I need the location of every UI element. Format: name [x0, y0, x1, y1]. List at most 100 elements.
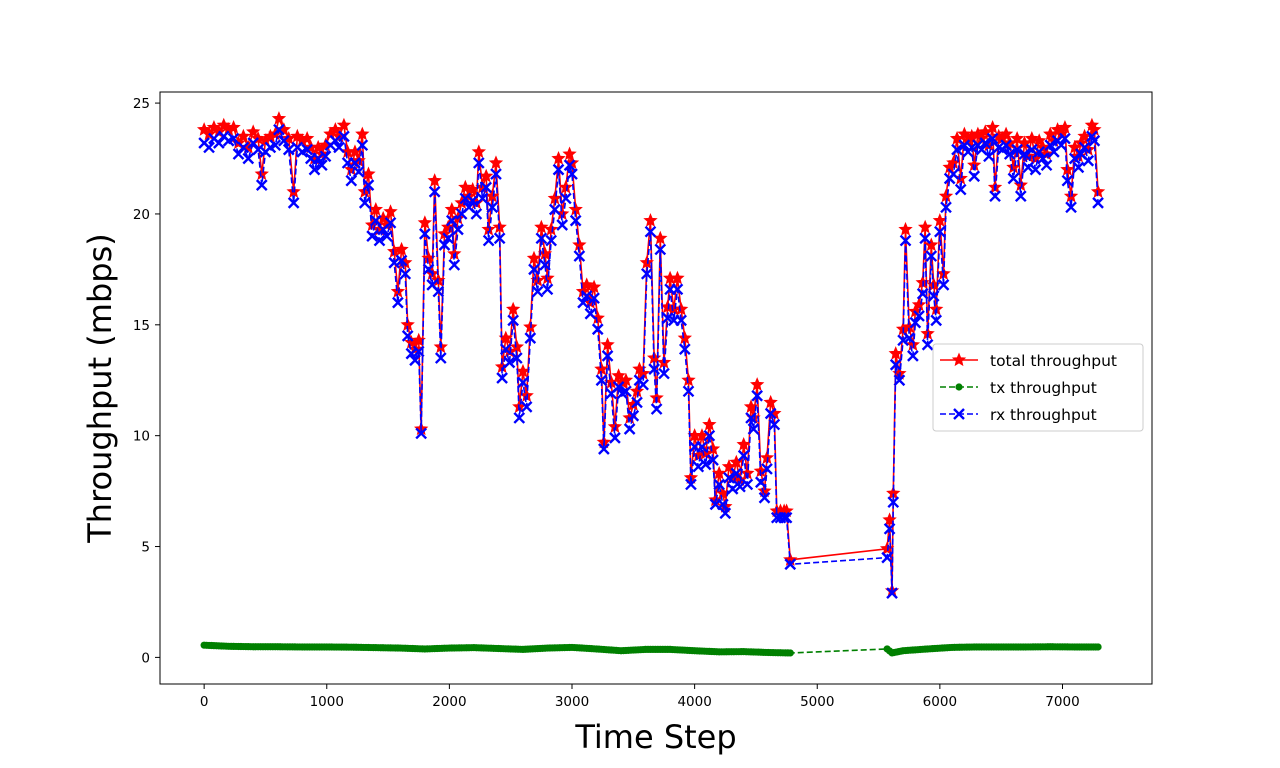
rx-throughput-point [741, 478, 754, 491]
rx-throughput-point [1033, 146, 1046, 158]
total-throughput-point [515, 363, 531, 378]
total-throughput-point [917, 219, 933, 234]
rx-throughput-point [620, 385, 632, 398]
rx-throughput-point [541, 283, 554, 296]
rx-throughput-point [640, 267, 653, 280]
rx-throughput-point [517, 376, 529, 389]
rx-throughput-point [366, 230, 378, 242]
rx-throughput-point [761, 463, 773, 475]
total-throughput-point [417, 215, 433, 229]
rx-throughput-point [577, 296, 589, 309]
total-throughput-point [347, 144, 363, 158]
rx-throughput-point [696, 440, 708, 453]
total-throughput-point [254, 166, 269, 181]
rx-throughput-point [1014, 190, 1027, 203]
rx-throughput-point [713, 478, 725, 491]
total-throughput-point [427, 173, 442, 187]
rx-throughput-point [513, 412, 526, 424]
rx-throughput-point [493, 232, 506, 245]
rx-throughput-point [650, 403, 663, 415]
rx-throughput-point [930, 314, 943, 327]
rx-throughput-point [737, 449, 750, 462]
total-throughput-point [271, 111, 287, 125]
rx-throughput-point [499, 343, 512, 356]
rx-throughput-point [566, 168, 578, 180]
rx-throughput-point [247, 137, 260, 149]
rx-throughput-point [658, 367, 670, 380]
rx-throughput-point [595, 374, 608, 387]
rx-throughput-point [909, 316, 922, 329]
rx-throughput-point [913, 310, 925, 322]
rx-throughput-point [654, 243, 667, 256]
rx-throughput-point [269, 139, 282, 152]
rx-throughput-point [940, 201, 952, 214]
rx-throughput-point [968, 170, 981, 183]
rx-throughput-point [448, 259, 461, 271]
rx-throughput-point [419, 228, 431, 240]
rx-throughput-point [584, 307, 597, 320]
rx-throughput-point [486, 201, 499, 214]
rx-throughput-point [623, 423, 636, 435]
rx-throughput-point [937, 279, 950, 291]
rx-throughput-point [947, 168, 960, 180]
rx-throughput-point [480, 181, 493, 194]
x-tick-label: 4000 [677, 694, 711, 710]
legend-label: total throughput [990, 352, 1117, 370]
total-throughput-point [600, 337, 615, 351]
total-throughput-point [938, 188, 954, 203]
legend-item-total-throughput: total throughput [940, 352, 1117, 370]
rx-throughput-point [316, 159, 328, 172]
total-throughput-point [478, 168, 494, 183]
rx-throughput-point [507, 314, 519, 327]
total-throughput-point [551, 150, 566, 165]
legend-item-tx-throughput: tx throughput [940, 379, 1097, 397]
total-throughput-point [336, 117, 352, 132]
total-throughput-point [879, 541, 895, 555]
plot-area [196, 111, 1106, 657]
rx-throughput-point [232, 148, 245, 160]
rx-throughput-point [682, 385, 695, 398]
rx-throughput-point [1088, 134, 1101, 147]
total-throughput-point [558, 179, 574, 194]
total-throughput-point [639, 255, 654, 269]
rx-throughput-point [569, 214, 582, 227]
rx-throughput-point [778, 511, 790, 524]
rx-throughput-point [907, 350, 919, 362]
legend: total throughput tx throughput rx throughp… [932, 343, 1144, 432]
rx-throughput-point [490, 168, 502, 180]
rx-throughput-point [434, 352, 447, 364]
rx-throughput-point [893, 374, 906, 387]
rx-throughput-point [1029, 163, 1042, 176]
rx-throughput-point [780, 511, 793, 524]
rx-throughput-point [445, 214, 458, 227]
rx-throughput-point [986, 132, 999, 145]
rx-throughput-point [273, 123, 285, 136]
total-throughput-point [643, 213, 658, 227]
rx-throughput-point [510, 352, 523, 364]
rx-throughput-point [227, 132, 240, 145]
rx-throughput-point [899, 234, 912, 247]
rx-throughput-point [707, 454, 719, 466]
rx-throughput-point [883, 522, 896, 535]
rx-throughput-point [373, 234, 386, 247]
total-throughput-point [673, 301, 689, 316]
rx-throughput-point [903, 332, 916, 344]
rx-throughput-point [601, 350, 614, 362]
rx-throughput-point [362, 179, 375, 191]
rx-throughput-point [1078, 141, 1091, 154]
rx-throughput-point [1055, 139, 1068, 152]
rx-throughput-point [921, 338, 934, 351]
total-throughput-point [299, 131, 315, 145]
rx-throughput-point [338, 130, 350, 143]
rx-throughput-point [627, 409, 640, 422]
total-throughput-point [711, 465, 727, 480]
total-throughput-point [1063, 188, 1079, 203]
total-throughput-point [543, 221, 559, 236]
total-throughput-point [586, 279, 602, 294]
rx-throughput-point [916, 287, 929, 300]
rx-throughput-point [747, 423, 760, 435]
rx-throughput-point [352, 165, 365, 178]
rx-throughput-point [1082, 154, 1095, 167]
rx-throughput-point [563, 159, 576, 172]
total-throughput-point [509, 339, 524, 354]
